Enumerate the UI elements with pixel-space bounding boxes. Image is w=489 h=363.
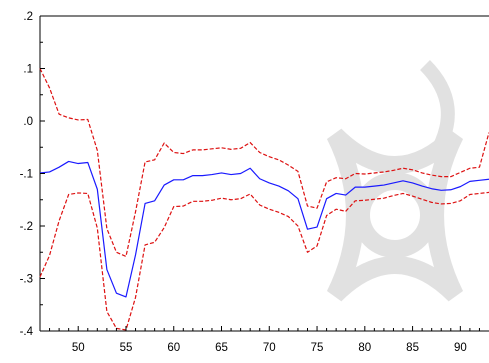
confidence-band-line-1 [39, 68, 489, 258]
confidence-band-line-2 [39, 191, 489, 331]
y-tick-label: -.4 [20, 326, 34, 338]
x-tick-label: 50 [72, 342, 85, 354]
x-tick-label: 55 [120, 342, 133, 354]
watermark-ornament [326, 60, 464, 302]
x-tick-label: 90 [454, 342, 467, 354]
watermark-petal [326, 128, 464, 302]
x-tick-label: 70 [263, 342, 276, 354]
watermark-curl [419, 60, 455, 159]
x-tick-label: 85 [406, 342, 419, 354]
y-tick-label: .0 [23, 116, 33, 128]
x-tick-label: 60 [167, 342, 180, 354]
y-tick-label: -.3 [20, 274, 33, 286]
x-tick-label: 80 [358, 342, 371, 354]
x-tick-label: 75 [311, 342, 324, 354]
y-tick-label: -.2 [20, 221, 33, 233]
x-tick-label: 65 [215, 342, 228, 354]
estimate-line [39, 160, 489, 298]
watermark-shape [326, 60, 464, 302]
y-tick-label: .2 [23, 11, 33, 23]
y-tick-label: -.1 [20, 169, 33, 181]
y-tick-label: .1 [23, 64, 33, 76]
watermark-ring [352, 172, 438, 258]
